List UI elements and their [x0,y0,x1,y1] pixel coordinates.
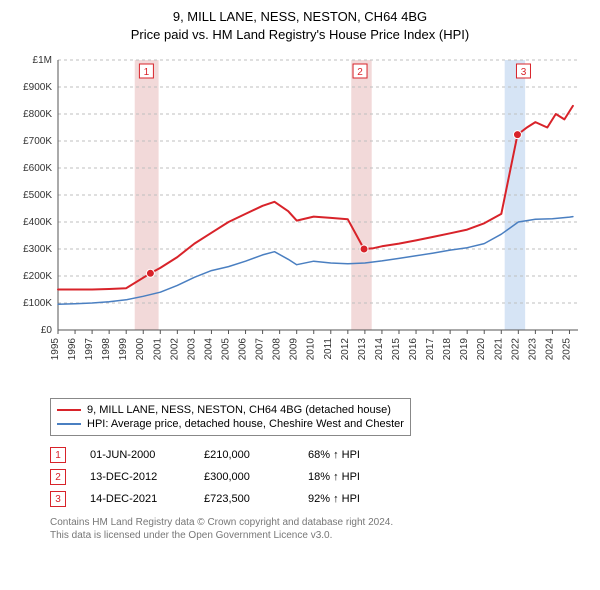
svg-text:£300K: £300K [23,244,52,255]
legend: 9, MILL LANE, NESS, NESTON, CH64 4BG (de… [50,398,411,436]
svg-text:£200K: £200K [23,271,52,282]
title-subtitle: Price paid vs. HM Land Registry's House … [10,26,590,44]
svg-text:1995: 1995 [50,338,61,361]
sale-date: 14-DEC-2021 [90,493,180,505]
svg-text:2004: 2004 [203,338,214,361]
svg-text:2: 2 [357,67,363,78]
svg-text:£400K: £400K [23,217,52,228]
svg-text:2012: 2012 [340,338,351,361]
sale-row: 3 14-DEC-2021 £723,500 92% ↑ HPI [50,488,590,510]
svg-text:2015: 2015 [391,338,402,361]
chart-card: 9, MILL LANE, NESS, NESTON, CH64 4BG Pri… [0,0,600,550]
sale-delta: 92% ↑ HPI [308,493,398,505]
svg-text:1: 1 [144,67,150,78]
svg-text:£800K: £800K [23,109,52,120]
svg-text:2006: 2006 [238,338,249,361]
legend-row: HPI: Average price, detached house, Ches… [57,417,404,431]
legend-swatch [57,423,81,425]
svg-text:2009: 2009 [289,338,300,361]
line-chart: £0 £100K £200K £300K £400K £500K £600K £700K £80… [10,50,590,390]
svg-text:£1M: £1M [33,55,52,66]
title-address: 9, MILL LANE, NESS, NESTON, CH64 4BG [10,8,590,26]
svg-text:2016: 2016 [408,338,419,361]
svg-text:£900K: £900K [23,82,52,93]
sale-delta: 18% ↑ HPI [308,471,398,483]
svg-text:2010: 2010 [306,338,317,361]
svg-text:1996: 1996 [67,338,78,361]
svg-text:2011: 2011 [323,338,334,360]
svg-text:£600K: £600K [23,163,52,174]
svg-text:1999: 1999 [118,338,129,361]
sale-badge: 2 [50,469,66,485]
legend-label: HPI: Average price, detached house, Ches… [87,418,404,430]
svg-text:2014: 2014 [374,338,385,361]
legend-label: 9, MILL LANE, NESS, NESTON, CH64 4BG (de… [87,404,391,416]
svg-text:2000: 2000 [135,338,146,361]
legend-row: 9, MILL LANE, NESS, NESTON, CH64 4BG (de… [57,403,404,417]
svg-text:1997: 1997 [84,338,95,361]
sale-price: £210,000 [204,449,284,461]
svg-text:2003: 2003 [186,338,197,361]
svg-text:2022: 2022 [510,338,521,361]
svg-text:1998: 1998 [101,338,112,361]
svg-text:2007: 2007 [255,338,266,361]
svg-text:2008: 2008 [272,338,283,361]
svg-text:2025: 2025 [561,338,572,361]
svg-text:2018: 2018 [442,338,453,361]
svg-text:2021: 2021 [493,338,504,361]
svg-text:2020: 2020 [476,338,487,361]
sales-table: 1 01-JUN-2000 £210,000 68% ↑ HPI 2 13-DEC-201… [50,444,590,510]
sale-row: 1 01-JUN-2000 £210,000 68% ↑ HPI [50,444,590,466]
sale-badge: 1 [50,447,66,463]
sale-price: £723,500 [204,493,284,505]
svg-text:2017: 2017 [425,338,436,361]
svg-text:2001: 2001 [152,338,163,361]
svg-text:2023: 2023 [527,338,538,361]
svg-text:2002: 2002 [169,338,180,361]
svg-text:2019: 2019 [459,338,470,361]
chart-svg: £0 £100K £200K £300K £400K £500K £600K £700K £80… [10,50,590,390]
svg-text:£0: £0 [41,325,53,336]
sale-price: £300,000 [204,471,284,483]
sale-row: 2 13-DEC-2012 £300,000 18% ↑ HPI [50,466,590,488]
footer-line2: This data is licensed under the Open Gov… [50,529,590,542]
legend-swatch [57,409,81,411]
svg-text:2005: 2005 [220,338,231,361]
sale-date: 01-JUN-2000 [90,449,180,461]
chart-title: 9, MILL LANE, NESS, NESTON, CH64 4BG Pri… [10,8,590,44]
sale-date: 13-DEC-2012 [90,471,180,483]
svg-text:3: 3 [521,67,527,78]
sale-badge: 3 [50,491,66,507]
footer: Contains HM Land Registry data © Crown c… [50,516,590,542]
svg-text:£700K: £700K [23,136,52,147]
sale-delta: 68% ↑ HPI [308,449,398,461]
svg-text:2013: 2013 [357,338,368,361]
svg-text:2024: 2024 [544,338,555,361]
svg-text:£500K: £500K [23,190,52,201]
svg-text:£100K: £100K [23,298,52,309]
footer-line1: Contains HM Land Registry data © Crown c… [50,516,590,529]
